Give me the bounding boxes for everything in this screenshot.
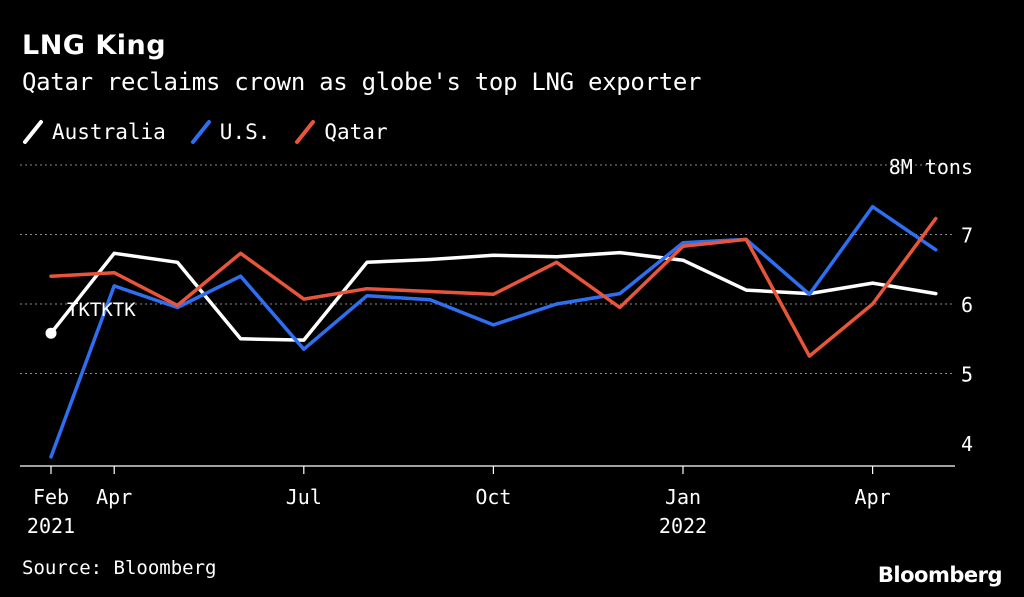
legend-item-qatar: Qatar bbox=[294, 117, 388, 147]
y-unit-label: 8M tons bbox=[889, 155, 973, 179]
legend: Australia U.S. Qatar bbox=[22, 117, 412, 147]
y-tick-label: 7 bbox=[961, 224, 973, 248]
legend-item-us: U.S. bbox=[190, 117, 271, 147]
y-tick-label: 5 bbox=[961, 363, 973, 387]
annotation-label: TKTKTK bbox=[67, 299, 136, 321]
series-line-u-s bbox=[49, 204, 938, 459]
x-tick-year-label: 2022 bbox=[659, 514, 707, 538]
legend-swatch-australia bbox=[22, 117, 44, 147]
x-tick-label: Jul bbox=[286, 485, 322, 509]
series-line-qatar bbox=[49, 216, 938, 358]
bloomberg-logo: Bloomberg bbox=[877, 563, 1003, 587]
x-tick-label: Apr bbox=[96, 485, 132, 509]
y-tick-label: 4 bbox=[961, 432, 973, 456]
series-line-australia bbox=[49, 250, 938, 342]
source-note: Source: Bloomberg bbox=[22, 557, 217, 579]
legend-label-australia: Australia bbox=[52, 120, 166, 144]
legend-item-australia: Australia bbox=[22, 117, 166, 147]
x-tick-label: Jan bbox=[665, 485, 701, 509]
legend-swatch-us bbox=[190, 117, 212, 147]
chart-subtitle: Qatar reclaims crown as globe's top LNG … bbox=[22, 68, 702, 96]
legend-label-us: U.S. bbox=[219, 120, 271, 144]
legend-swatch-qatar bbox=[294, 117, 316, 147]
x-tick-label: Apr bbox=[855, 485, 891, 509]
chart-title: LNG King bbox=[22, 30, 167, 61]
legend-label-qatar: Qatar bbox=[324, 120, 388, 144]
x-tick-label: Oct bbox=[475, 485, 511, 509]
annotation-point bbox=[45, 327, 57, 339]
y-tick-label: 6 bbox=[961, 293, 973, 317]
x-tick-label: Feb bbox=[33, 485, 69, 509]
x-tick-year-label: 2021 bbox=[27, 514, 75, 538]
